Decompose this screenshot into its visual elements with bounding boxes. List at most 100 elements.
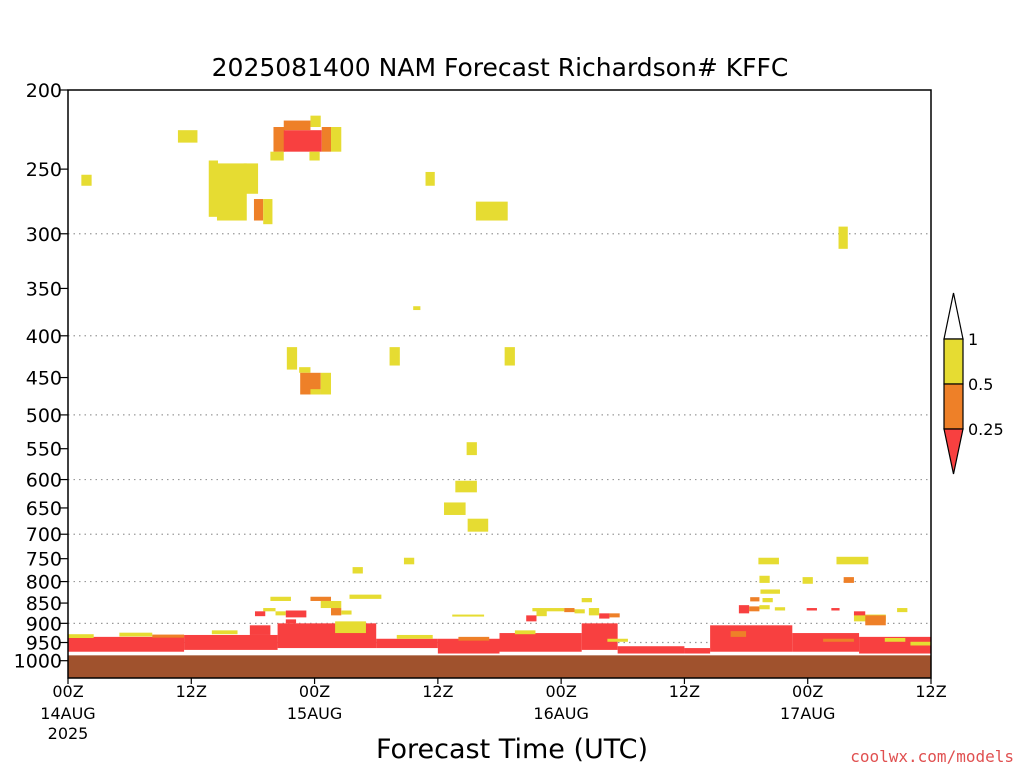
richardson-cell [310, 596, 332, 601]
x-tick-label: 00Z [52, 682, 83, 701]
colorbar-label: 0.5 [968, 375, 993, 394]
y-tick-label: 650 [26, 498, 62, 520]
y-tick-label: 850 [26, 593, 62, 615]
y-tick-label: 350 [26, 278, 62, 300]
colorbar-top-arrow [943, 292, 964, 340]
richardson-cell [119, 632, 153, 637]
richardson-cell [859, 636, 931, 654]
richardson-cell [331, 127, 342, 152]
richardson-cell [341, 610, 352, 615]
richardson-cell [254, 611, 266, 617]
richardson-cell [216, 163, 247, 221]
richardson-cell [532, 608, 565, 612]
y-tick-label: 800 [26, 572, 62, 594]
richardson-cell [376, 638, 438, 649]
richardson-cell [730, 631, 747, 637]
richardson-cell [684, 648, 711, 654]
richardson-cell [884, 638, 906, 642]
richardson-cell [823, 638, 854, 642]
richardson-cell [152, 634, 185, 638]
richardson-cell [564, 608, 575, 613]
richardson-cell [466, 442, 477, 456]
richardson-cell [321, 127, 332, 152]
richardson-cell [444, 502, 466, 515]
richardson-cell [710, 625, 793, 652]
y-axis: 200 250 300 350 400 450 500 550 600 650 700 7508008… [14, 80, 68, 673]
richardson-cell [749, 606, 760, 612]
richardson-cell [526, 615, 537, 622]
richardson-cell [504, 347, 515, 366]
x-tick-label: 12Z [669, 682, 700, 701]
y-tick-label: 400 [26, 326, 62, 348]
richardson-cell [331, 608, 342, 616]
richardson-cell [458, 636, 490, 641]
chart-title: 2025081400 NAM Forecast Richardson# KFFC [212, 53, 789, 82]
richardson-cell [177, 130, 198, 143]
x-tick-label: 00Z [299, 682, 330, 701]
richardson-cell [270, 151, 284, 161]
y-tick-label: 750 [26, 549, 62, 571]
richardson-cell [184, 634, 278, 650]
richardson-cell [309, 151, 320, 161]
x-tick-label: 00Z [545, 682, 576, 701]
colorbar-swatch-mid [943, 383, 964, 430]
x-tick-date: 15AUG [287, 704, 342, 723]
x-tick-date: 16AUG [533, 704, 588, 723]
y-tick-label: 500 [26, 405, 62, 427]
x-tick-date: 17AUG [780, 704, 835, 723]
richardson-cell [286, 347, 298, 370]
x-tick-label: 00Z [792, 682, 823, 701]
richardson-cell [270, 596, 291, 601]
richardson-cell [617, 646, 685, 654]
richardson-cell [475, 201, 508, 221]
richardson-cell [349, 594, 382, 599]
y-tick-label: 950 [26, 633, 62, 655]
richardson-cell [452, 614, 485, 617]
richardson-cell [310, 115, 321, 128]
richardson-cell [300, 372, 321, 395]
colorbar-label: 0.25 [968, 420, 1004, 439]
richardson-cell [68, 636, 185, 652]
richardson-cell [211, 630, 238, 635]
y-tick-label: 550 [26, 439, 62, 461]
richardson-cell [499, 633, 582, 652]
richardson-cell [758, 557, 779, 565]
richardson-cell [403, 557, 415, 565]
y-tick-label: 250 [26, 159, 62, 181]
richardson-cell [865, 615, 886, 626]
richardson-cell [467, 518, 489, 532]
richardson-cell [588, 608, 600, 616]
richardson-cell [806, 608, 817, 611]
y-tick-label: 450 [26, 368, 62, 390]
ground-layer [68, 655, 931, 678]
richardson-cell [910, 641, 931, 646]
richardson-cell [425, 171, 435, 186]
richardson-cell [759, 605, 770, 610]
richardson-cell [514, 630, 536, 635]
richardson-cell [853, 611, 866, 616]
richardson-cell [320, 600, 342, 609]
richardson-cell [81, 174, 92, 186]
x-axis-label: Forecast Time (UTC) [376, 734, 648, 765]
richardson-cell [263, 199, 273, 225]
richardson-cell [581, 623, 618, 650]
richardson-cell [437, 638, 500, 654]
richardson-cell [396, 634, 433, 639]
grid-lines [68, 233, 931, 662]
richardson-cell [738, 605, 750, 614]
y-tick-label: 900 [26, 613, 62, 635]
x-tick-date: 2025 [48, 724, 89, 743]
x-tick-label: 12Z [422, 682, 453, 701]
richardson-cell [762, 598, 773, 603]
richardson-cell [389, 347, 400, 366]
richardson-cell [310, 389, 321, 395]
richardson-cell [609, 613, 620, 618]
richardson-cell [263, 608, 276, 612]
richardson-cell [243, 163, 259, 194]
colorbar: 1 0.5 0.25 [943, 292, 1004, 475]
richardson-cell [253, 199, 264, 221]
richardson-cell [574, 609, 585, 614]
plot-frame [67, 89, 932, 679]
